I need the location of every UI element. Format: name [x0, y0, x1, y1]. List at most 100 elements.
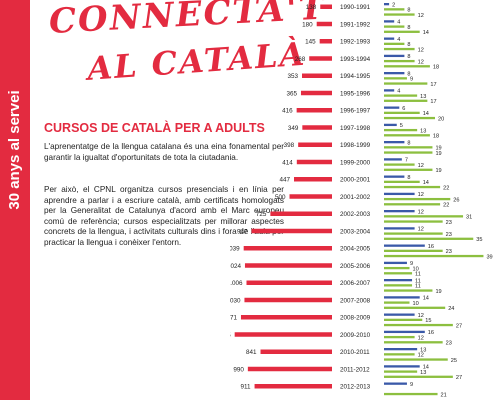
left-bar-label: 398: [284, 142, 295, 149]
right-bar-label: 23: [446, 249, 452, 255]
right-bar: [384, 59, 415, 63]
right-bar: [384, 116, 435, 120]
right-bar-label: 13: [420, 347, 426, 353]
right-bar-label: 14: [423, 365, 429, 371]
right-bar: [384, 284, 413, 287]
right-bar: [384, 261, 407, 265]
right-bar-label: 25: [451, 358, 457, 364]
year-label: 1994-1995: [340, 73, 371, 80]
right-bar: [384, 30, 420, 33]
right-bar: [384, 175, 405, 178]
right-bar: [384, 232, 443, 235]
right-bar: [384, 146, 433, 149]
left-bar: [309, 56, 332, 61]
right-bar: [384, 237, 474, 240]
left-bar-label: 1.006: [230, 280, 243, 287]
right-bar-label: 27: [456, 375, 462, 381]
right-bar: [384, 272, 413, 275]
right-bar-label: 9: [410, 382, 413, 388]
right-bar: [384, 72, 405, 75]
right-bar: [384, 210, 415, 213]
year-label: 1995-1996: [340, 90, 371, 97]
year-label: 1991-1992: [340, 21, 371, 28]
left-bar: [319, 39, 332, 44]
left-bar-label: 911: [241, 384, 252, 391]
year-label: 2010-2011: [340, 349, 370, 356]
right-bar-label: 11: [415, 284, 421, 290]
left-bar-label: 349: [288, 125, 299, 132]
right-bar-label: 23: [446, 341, 452, 347]
right-bar-label: 14: [423, 111, 429, 117]
left-bar-label: 145: [305, 39, 316, 46]
right-bar: [384, 301, 410, 304]
right-bar-label: 10: [413, 266, 419, 272]
left-bar-label: 500: [275, 194, 286, 201]
left-bar: [243, 246, 332, 251]
year-label: 2003-2004: [340, 228, 371, 235]
right-bar: [384, 20, 395, 23]
right-bar: [384, 358, 448, 361]
right-bar-label: 10: [413, 301, 419, 307]
right-bar: [384, 82, 428, 85]
right-bar: [384, 382, 407, 385]
right-bar: [384, 111, 420, 114]
right-bar: [384, 335, 415, 339]
right-bar-label: 12: [418, 163, 424, 169]
left-bar-label: 447: [279, 177, 290, 184]
right-bar-label: 16: [428, 330, 434, 336]
left-bar: [301, 73, 332, 78]
right-bar: [384, 99, 428, 102]
right-bar: [384, 54, 405, 58]
right-bar-label: 12: [418, 335, 424, 341]
right-bar: [384, 197, 451, 201]
right-bar: [384, 370, 418, 373]
right-bar-label: 18: [433, 134, 439, 140]
left-bar: [296, 108, 332, 113]
right-bar: [384, 106, 400, 109]
right-bar: [384, 289, 433, 292]
right-bar-label: 12: [418, 353, 424, 359]
right-bar-label: 8: [407, 8, 410, 14]
left-bar-label: 990: [233, 366, 244, 373]
left-bar-label: 841: [246, 349, 257, 356]
right-bar: [384, 180, 420, 183]
left-bar-label: 180: [302, 21, 313, 28]
right-bar-label: 12: [418, 209, 424, 215]
left-bar: [298, 142, 332, 147]
left-bar-label: 1.071: [230, 315, 237, 322]
left-bar: [251, 228, 332, 234]
right-bar: [384, 203, 441, 206]
right-bar: [384, 353, 415, 356]
right-bar-label: 22: [443, 185, 449, 191]
right-bar: [384, 151, 433, 154]
sidebar-banner: 30 anys al servei: [0, 0, 30, 400]
right-bar: [384, 123, 397, 127]
left-bar-label: 138: [306, 4, 317, 11]
left-bar-label: 365: [286, 90, 297, 97]
right-bar: [384, 158, 402, 161]
right-bar: [384, 94, 418, 97]
right-bar-label: 14: [423, 296, 429, 302]
year-label: 2009-2010: [340, 332, 371, 339]
right-bar-label: 16: [428, 244, 434, 250]
left-bar: [316, 21, 332, 27]
right-bar-label: 13: [420, 370, 426, 376]
right-bar-label: 11: [415, 272, 421, 278]
right-bar-label: 2: [392, 2, 395, 8]
year-label: 2004-2005: [340, 246, 371, 253]
left-bar-label: 1.039: [230, 246, 240, 253]
right-bar-label: 4: [397, 20, 400, 26]
right-bar: [384, 318, 423, 321]
right-bar-label: 11: [415, 278, 421, 284]
anniversary-label: 30 anys al servei: [6, 90, 23, 210]
left-bar-label: 1.030: [230, 297, 241, 304]
right-bar-label: 23: [446, 220, 452, 226]
right-bar-label: 17: [430, 82, 436, 88]
left-bar: [254, 384, 332, 389]
right-bar: [384, 168, 433, 171]
right-bar: [384, 37, 395, 40]
year-label: 2005-2006: [340, 263, 371, 270]
year-label: 1998-1999: [340, 142, 371, 149]
right-bar-label: 4: [397, 37, 400, 43]
